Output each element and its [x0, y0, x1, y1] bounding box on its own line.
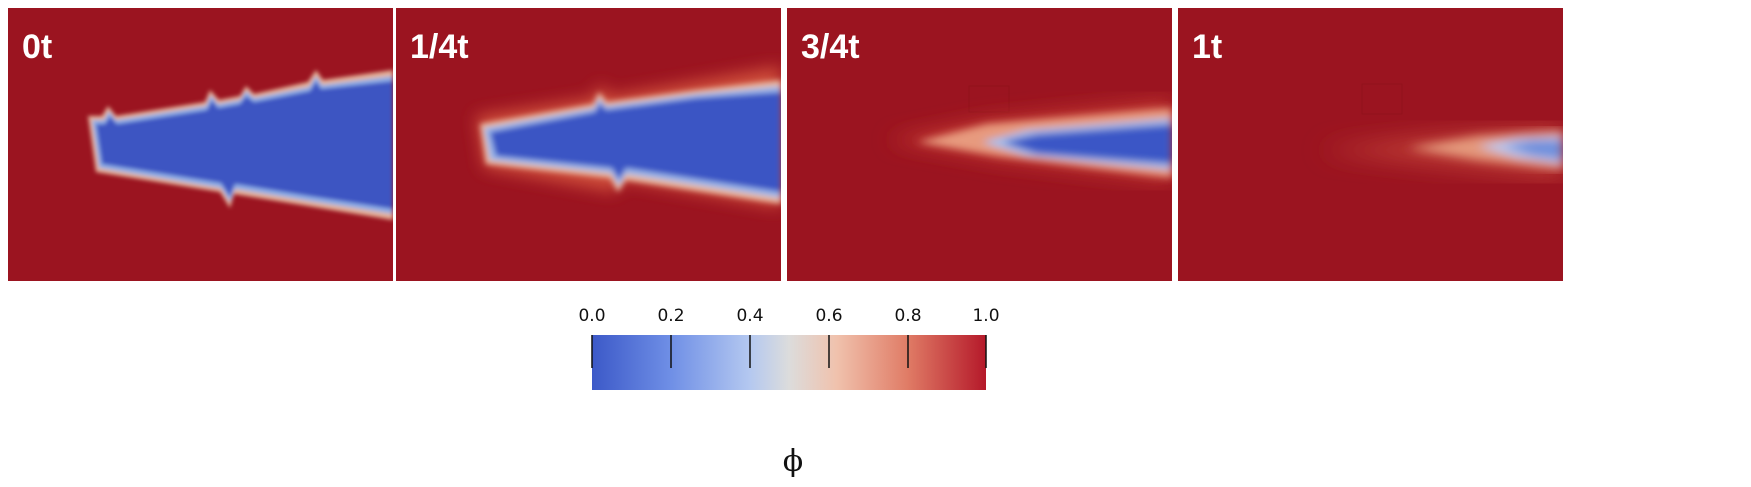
- panel-1-4t: 1/4t: [396, 8, 781, 281]
- colorbar-title: ϕ: [782, 444, 804, 479]
- panel-0t: 0t: [8, 8, 393, 281]
- panel-label-1-4t: 1/4t: [410, 28, 469, 66]
- tick-label-0-0: 0.0: [578, 306, 606, 326]
- panel-label-0t: 0t: [22, 28, 53, 66]
- panel-label-3-4t: 3/4t: [801, 28, 860, 66]
- panel-1t: 1t: [1178, 8, 1563, 281]
- tick-label-0-6: 0.6: [815, 306, 843, 326]
- tick-label-0-4: 0.4: [736, 306, 764, 326]
- tick-label-1-0: 1.0: [972, 306, 1000, 326]
- panel-3-4t: 3/4t: [787, 8, 1172, 281]
- tick-label-0-2: 0.2: [657, 306, 685, 326]
- phase-field-3-4t: [787, 8, 1172, 281]
- phase-field-1t: [1178, 8, 1563, 281]
- phase-field-0t: [8, 8, 393, 281]
- phase-field-1-4t: [396, 8, 781, 281]
- colorbar-gradient: [592, 335, 986, 390]
- colorbar-ticks: [591, 335, 987, 368]
- tick-label-0-8: 0.8: [894, 306, 922, 326]
- panel-label-1t: 1t: [1192, 28, 1223, 66]
